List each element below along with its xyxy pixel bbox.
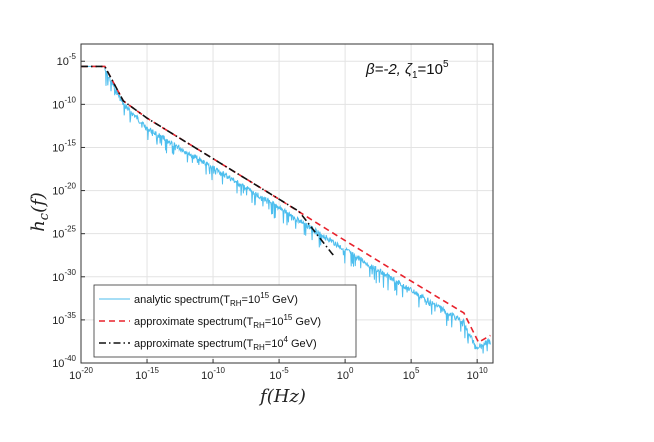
x-tick-base: 10 [69,370,81,382]
x-tick-label: 10-15 [135,366,159,382]
legend-label-3: approximate spectrum(TRH=104 GeV) [134,335,317,352]
legend: analytic spectrum(TRH=1015 GeV)approxima… [93,284,357,358]
y-tick-label: 10-10 [52,95,76,111]
x-tick-base: 10 [269,370,281,382]
series-line-1 [81,65,491,354]
y-axis-label-sub: c [37,212,52,220]
annotation-sub: 1 [412,70,418,81]
y-tick-exp: -35 [64,311,76,320]
x-tick-base: 10 [403,370,415,382]
annotation-mid: =10 [418,61,443,78]
y-tick-base: 10 [52,358,64,370]
x-tick-exp: -10 [213,366,225,375]
legend-post: GeV) [292,316,321,328]
y-tick-label: 10-20 [52,182,76,198]
x-tick-exp: 10 [479,366,488,375]
legend-entries: analytic spectrum(TRH=1015 GeV)approxima… [99,291,321,352]
annotation-prefix: β=-2, ζ [365,61,413,78]
legend-pre: analytic spectrum(T [134,294,230,306]
legend-post: GeV) [288,338,317,350]
series-line-3 [81,65,336,257]
annotation-sup: 5 [443,59,449,70]
x-tick-exp: -20 [81,366,93,375]
y-tick-base: 10 [52,229,64,241]
y-tick-base: 10 [52,272,64,284]
y-tick-label: 10-25 [52,225,76,241]
parameter-annotation: β=-2, ζ1=105 [365,59,449,81]
y-tick-exp: -20 [64,182,76,191]
x-tick-label: 10-10 [201,366,225,382]
x-tick-label: 1010 [467,366,489,382]
legend-sub: RH [253,343,265,352]
legend-mid: =10 [265,338,284,350]
y-axis-label-rest: (f) [28,192,49,213]
legend-sup: 4 [283,335,288,344]
y-tick-exp: -15 [64,138,76,147]
legend-mid: =10 [265,316,284,328]
legend-box [93,284,357,358]
x-axis-label: f(Hz) [258,386,306,407]
legend-sup: 15 [283,313,292,322]
y-tick-base: 10 [57,56,69,68]
y-tick-label: 10-5 [57,52,77,68]
x-tick-base: 10 [135,370,147,382]
y-tick-label: 10-35 [52,311,76,327]
y-axis-label: hc(f) [28,192,52,232]
plot-frame [80,43,494,364]
legend-pre: approximate spectrum(T [134,316,253,328]
legend-sup: 15 [260,291,269,300]
y-tick-label: 10-15 [52,138,76,154]
x-tick-exp: -15 [147,366,159,375]
legend-label-1: analytic spectrum(TRH=1015 GeV) [134,291,298,308]
y-tick-label: 10-30 [52,268,76,284]
x-tick-label: 10-5 [269,366,289,382]
series-line-2 [81,65,491,344]
y-tick-exp: -5 [69,52,77,61]
legend-sub: RH [253,321,265,330]
x-tick-label: 105 [403,366,420,382]
y-tick-exp: -25 [64,225,76,234]
y-tick-exp: -10 [64,95,76,104]
x-tick-base: 10 [201,370,213,382]
series-group [81,65,491,354]
y-tick-exp: -30 [64,268,76,277]
legend-sub: RH [230,299,242,308]
legend-label-2: approximate spectrum(TRH=1015 GeV) [134,313,321,330]
x-tick-base: 10 [337,370,349,382]
legend-pre: approximate spectrum(T [134,338,253,350]
y-tick-exp: -40 [64,354,76,363]
y-tick-base: 10 [52,142,64,154]
x-tick-exp: 0 [349,366,354,375]
y-tick-base: 10 [52,315,64,327]
y-tick-label: 10-40 [52,354,76,370]
x-tick-exp: -5 [282,366,290,375]
x-tick-exp: 5 [415,366,420,375]
x-tick-label: 10-20 [69,366,93,382]
legend-mid: =10 [242,294,261,306]
y-tick-base: 10 [52,99,64,111]
y-tick-base: 10 [52,186,64,198]
legend-post: GeV) [269,294,298,306]
x-tick-base: 10 [467,370,479,382]
x-axis-ticks: 10-20 10-15 10-10 10-5 100 105 1010 [69,359,488,382]
x-tick-label: 100 [337,366,354,382]
